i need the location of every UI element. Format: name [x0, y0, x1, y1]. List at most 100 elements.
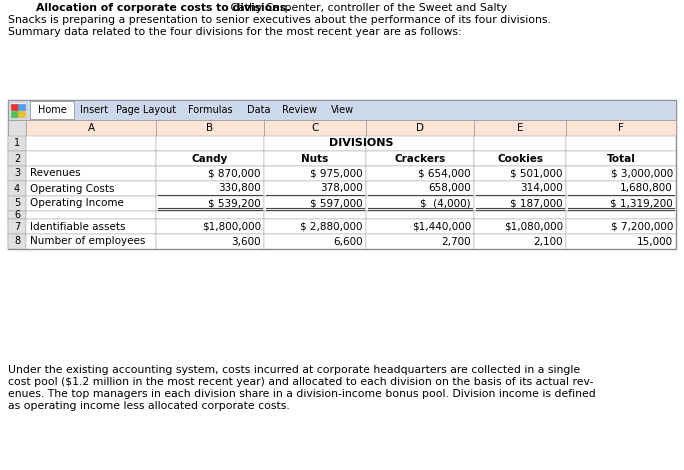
FancyBboxPatch shape: [26, 120, 156, 136]
FancyBboxPatch shape: [264, 136, 366, 151]
FancyBboxPatch shape: [26, 181, 156, 196]
Text: as operating income less allocated corporate costs.: as operating income less allocated corpo…: [8, 401, 290, 411]
FancyBboxPatch shape: [26, 211, 156, 219]
FancyBboxPatch shape: [566, 211, 676, 219]
FancyBboxPatch shape: [156, 181, 264, 196]
Text: $ 3,000,000: $ 3,000,000: [611, 169, 673, 179]
Text: B: B: [207, 123, 213, 133]
FancyBboxPatch shape: [243, 101, 275, 119]
Text: Total: Total: [607, 154, 635, 164]
FancyBboxPatch shape: [156, 120, 264, 136]
FancyBboxPatch shape: [264, 166, 366, 181]
Text: $ 870,000: $ 870,000: [209, 169, 261, 179]
Text: Identifiable assets: Identifiable assets: [30, 221, 125, 232]
FancyBboxPatch shape: [156, 219, 264, 234]
Text: Cookies: Cookies: [497, 154, 543, 164]
Text: $ 975,000: $ 975,000: [311, 169, 363, 179]
Text: View: View: [330, 105, 354, 115]
FancyBboxPatch shape: [8, 211, 26, 219]
FancyBboxPatch shape: [18, 110, 25, 117]
FancyBboxPatch shape: [323, 101, 361, 119]
Text: DIVISIONS: DIVISIONS: [329, 139, 393, 149]
FancyBboxPatch shape: [566, 219, 676, 234]
FancyBboxPatch shape: [156, 136, 264, 151]
FancyBboxPatch shape: [8, 196, 26, 211]
Text: 378,000: 378,000: [320, 183, 363, 194]
Text: A: A: [88, 123, 94, 133]
Text: Summary data related to the four divisions for the most recent year are as follo: Summary data related to the four divisio…: [8, 27, 462, 37]
FancyBboxPatch shape: [474, 211, 566, 219]
Text: 6: 6: [14, 210, 20, 220]
Text: Crackers: Crackers: [395, 154, 445, 164]
Text: Candy: Candy: [192, 154, 228, 164]
FancyBboxPatch shape: [264, 181, 366, 196]
Text: 2,100: 2,100: [534, 236, 563, 246]
FancyBboxPatch shape: [26, 166, 156, 181]
FancyBboxPatch shape: [264, 120, 366, 136]
FancyBboxPatch shape: [11, 103, 18, 110]
Text: 658,000: 658,000: [428, 183, 471, 194]
FancyBboxPatch shape: [156, 196, 264, 211]
FancyBboxPatch shape: [366, 151, 474, 166]
Text: Operating Costs: Operating Costs: [30, 183, 114, 194]
Text: $ 2,880,000: $ 2,880,000: [300, 221, 363, 232]
FancyBboxPatch shape: [366, 166, 474, 181]
Text: $  (4,000): $ (4,000): [421, 198, 471, 209]
FancyBboxPatch shape: [474, 151, 566, 166]
FancyBboxPatch shape: [8, 100, 676, 249]
Text: 3,600: 3,600: [231, 236, 261, 246]
FancyBboxPatch shape: [114, 101, 178, 119]
FancyBboxPatch shape: [264, 219, 366, 234]
FancyBboxPatch shape: [8, 166, 26, 181]
Text: Allocation of corporate costs to divisions.: Allocation of corporate costs to divisio…: [36, 3, 291, 13]
Text: Home: Home: [38, 105, 66, 115]
FancyBboxPatch shape: [156, 211, 264, 219]
Text: Review: Review: [282, 105, 317, 115]
FancyBboxPatch shape: [566, 151, 676, 166]
FancyBboxPatch shape: [566, 166, 676, 181]
Text: $ 539,200: $ 539,200: [208, 198, 261, 209]
Text: C: C: [311, 123, 319, 133]
FancyBboxPatch shape: [366, 120, 474, 136]
Text: 3: 3: [14, 169, 20, 179]
FancyBboxPatch shape: [278, 101, 321, 119]
FancyBboxPatch shape: [566, 136, 676, 151]
FancyBboxPatch shape: [474, 234, 566, 249]
FancyBboxPatch shape: [8, 151, 26, 166]
Text: $ 597,000: $ 597,000: [311, 198, 363, 209]
FancyBboxPatch shape: [156, 234, 264, 249]
Text: 6,600: 6,600: [333, 236, 363, 246]
FancyBboxPatch shape: [11, 110, 18, 117]
FancyBboxPatch shape: [8, 100, 676, 120]
Text: Data: Data: [247, 105, 271, 115]
Text: Under the existing accounting system, costs incurred at corporate headquarters a: Under the existing accounting system, co…: [8, 365, 580, 375]
FancyBboxPatch shape: [26, 219, 156, 234]
Text: Revenues: Revenues: [30, 169, 81, 179]
Text: $ 501,000: $ 501,000: [510, 169, 563, 179]
FancyBboxPatch shape: [366, 211, 474, 219]
Text: 1: 1: [14, 139, 20, 149]
FancyBboxPatch shape: [474, 181, 566, 196]
FancyBboxPatch shape: [566, 120, 676, 136]
FancyBboxPatch shape: [264, 234, 366, 249]
FancyBboxPatch shape: [366, 181, 474, 196]
Text: D: D: [416, 123, 424, 133]
FancyBboxPatch shape: [366, 219, 474, 234]
Text: Snacks is preparing a presentation to senior executives about the performance of: Snacks is preparing a presentation to se…: [8, 15, 551, 25]
Text: 8: 8: [14, 236, 20, 246]
Text: 7: 7: [14, 221, 20, 232]
Text: 5: 5: [14, 198, 20, 209]
FancyBboxPatch shape: [26, 151, 156, 166]
Text: $ 654,000: $ 654,000: [419, 169, 471, 179]
FancyBboxPatch shape: [156, 151, 264, 166]
FancyBboxPatch shape: [26, 196, 156, 211]
Text: $ 7,200,000: $ 7,200,000: [611, 221, 673, 232]
Text: $1,800,000: $1,800,000: [202, 221, 261, 232]
FancyBboxPatch shape: [474, 219, 566, 234]
FancyBboxPatch shape: [474, 196, 566, 211]
FancyBboxPatch shape: [30, 101, 74, 119]
FancyBboxPatch shape: [566, 234, 676, 249]
FancyBboxPatch shape: [8, 234, 26, 249]
FancyBboxPatch shape: [264, 211, 366, 219]
Text: Page Layout: Page Layout: [116, 105, 176, 115]
